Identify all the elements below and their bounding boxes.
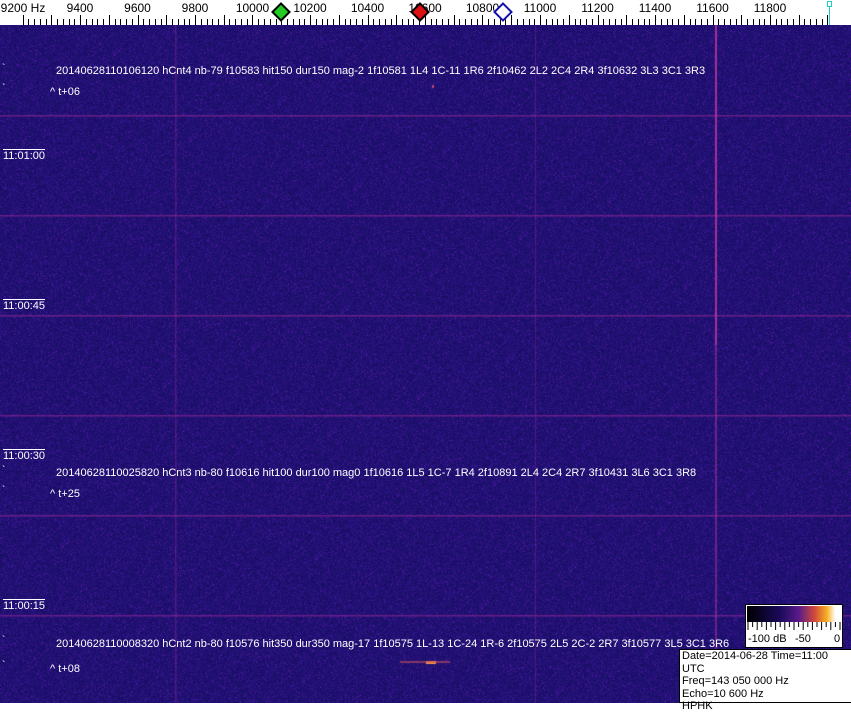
event-tick: ` (2, 660, 6, 671)
frequency-label: 9400 (66, 1, 94, 15)
frequency-label: 9600 (124, 1, 151, 15)
echo-frequency: Echo=10 600 Hz (682, 687, 764, 700)
cyan-cursor[interactable] (829, 6, 830, 25)
event-line-3: 20140628110008320 hCnt2 nb-80 f10576 hit… (56, 638, 730, 650)
cursor-handle[interactable] (827, 1, 832, 7)
event-offset-3: ^ t+08 (50, 663, 80, 675)
frequency-label: 11000 (523, 1, 557, 15)
legend-label-mid: -50 (795, 633, 811, 645)
frequency-label: 10400 (350, 1, 385, 15)
frequency-label: 11400 (638, 1, 672, 15)
legend-label-max: 0 (834, 633, 841, 645)
event-offset-2: ^ t+25 (50, 488, 80, 500)
frequency-label: 11800 (753, 1, 787, 15)
color-scale-legend: -100 dB -50 0 (745, 604, 843, 648)
event-line-1: 20140628110106120 hCnt4 nb-79 f10583 hit… (56, 65, 706, 77)
frequency-label: 11200 (581, 1, 614, 15)
info-box: Date=2014-06-28 Time=11:00 UTC Freq=143 … (679, 649, 851, 712)
time-label: 11:01:00 (3, 149, 46, 162)
frequency-label: 10000 (235, 1, 270, 15)
color-gradient (747, 606, 841, 622)
station: HPHK (682, 700, 713, 712)
event-tick: ` (2, 465, 6, 476)
frequency-label: 9200 Hz (0, 1, 46, 15)
frequency-label: 11600 (696, 1, 729, 15)
time-label: 11:00:45 (3, 299, 46, 312)
frequency-label: 10200 (293, 1, 327, 15)
legend-label-min: -100 dB (748, 633, 787, 645)
event-offset-1: ^ t+06 (50, 86, 80, 98)
frequency-label: 10800 (465, 1, 500, 15)
event-tick: ` (2, 83, 6, 94)
event-line-2: 20140628110025820 hCnt3 nb-80 f10616 hit… (56, 467, 697, 479)
event-tick: ` (2, 485, 6, 496)
legend-ticks (747, 622, 841, 630)
frequency: Freq=143 050 000 Hz (682, 675, 789, 687)
event-tick: ` (2, 63, 6, 74)
waterfall-spectrogram[interactable]: ` 20140628110106120 hCnt4 nb-79 f10583 h… (0, 25, 851, 703)
date-time: Date=2014-06-28 Time=11:00 UTC (682, 650, 828, 675)
ruler-ticks (23, 15, 828, 25)
time-label: 11:00:15 (3, 599, 46, 612)
event-tick: ` (2, 635, 6, 646)
time-label: 11:00:30 (3, 449, 46, 462)
frequency-ruler: 9200 Hz940096009800100001020010400106001… (0, 0, 851, 25)
spectrogram-canvas (0, 25, 851, 703)
frequency-label: 9800 (181, 1, 209, 15)
